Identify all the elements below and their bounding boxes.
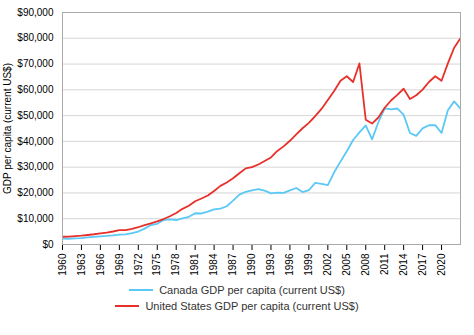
svg-text:$20,000: $20,000	[17, 187, 54, 198]
svg-text:1972: 1972	[133, 253, 144, 276]
svg-text:2017: 2017	[417, 253, 428, 276]
html-text:United States GDP per capita (: United States GDP per capita (current US…	[145, 300, 359, 312]
html-text:Canada GDP per capita (current: Canada GDP per capita (current US$)	[159, 284, 345, 296]
svg-text:2011: 2011	[379, 253, 390, 275]
svg-text:1966: 1966	[95, 253, 106, 276]
svg-text:1981: 1981	[189, 253, 200, 276]
svg-text:$10,000: $10,000	[17, 213, 54, 224]
svg-text:$90,000: $90,000	[17, 7, 54, 18]
svg-text:2020: 2020	[436, 253, 447, 276]
svg-text:1975: 1975	[151, 253, 162, 276]
svg-text:1963: 1963	[76, 253, 87, 276]
svg-text:$0: $0	[42, 239, 54, 250]
svg-text:2008: 2008	[360, 253, 371, 276]
svg-text:$70,000: $70,000	[17, 58, 54, 69]
svg-text:$40,000: $40,000	[17, 136, 54, 147]
svg-text:1969: 1969	[114, 253, 125, 276]
svg-text:1993: 1993	[265, 253, 276, 276]
svg-text:1990: 1990	[246, 253, 257, 276]
svg-text:1996: 1996	[284, 253, 295, 276]
svg-text:$30,000: $30,000	[17, 161, 54, 172]
svg-text:$60,000: $60,000	[17, 84, 54, 95]
svg-text:$80,000: $80,000	[17, 32, 54, 43]
svg-text:1987: 1987	[227, 253, 238, 276]
svg-text:2005: 2005	[341, 253, 352, 276]
svg-text:$50,000: $50,000	[17, 110, 54, 121]
svg-text:2014: 2014	[398, 253, 409, 276]
svg-text:1999: 1999	[303, 253, 314, 276]
svg-text:1984: 1984	[208, 253, 219, 276]
svg-text:GDP per capita (current US$): GDP per capita (current US$)	[2, 63, 13, 194]
svg-text:1960: 1960	[57, 253, 68, 276]
svg-text:2002: 2002	[322, 253, 333, 276]
svg-text:1978: 1978	[170, 253, 181, 276]
